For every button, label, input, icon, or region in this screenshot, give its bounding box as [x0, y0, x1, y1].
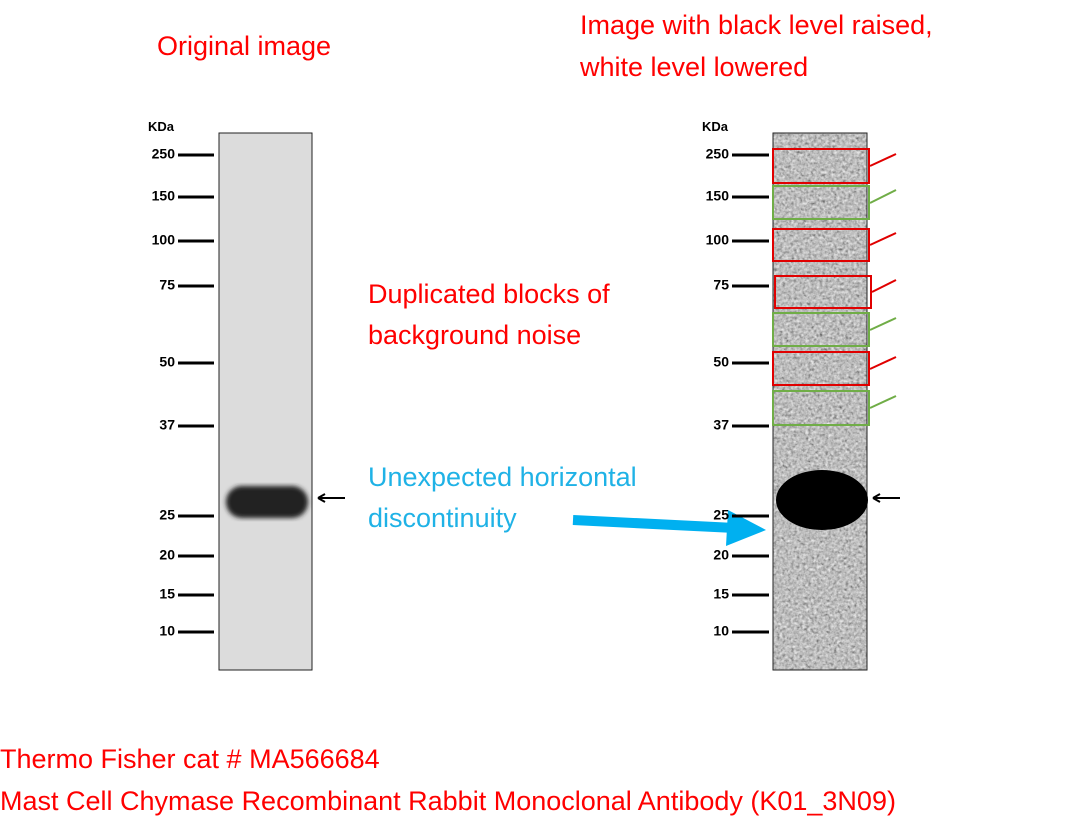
- dup-boxes: [772, 148, 897, 426]
- marker-label: 75: [713, 277, 729, 293]
- marker-label: 100: [152, 232, 176, 248]
- unit-label: KDa: [702, 119, 729, 134]
- arrow: [872, 493, 900, 503]
- marker-label: 150: [706, 188, 730, 204]
- marker-label: 150: [152, 188, 176, 204]
- unit-label: KDa: [148, 119, 175, 134]
- band: [776, 470, 868, 530]
- marker-label: 37: [159, 417, 175, 433]
- marker-label: 250: [706, 146, 730, 162]
- marker-label: 75: [159, 277, 175, 293]
- annotation: background noise: [368, 320, 581, 350]
- right-title: white level lowered: [579, 52, 808, 82]
- marker-label: 37: [713, 417, 729, 433]
- marker-label: 25: [159, 507, 175, 523]
- marker-label: 10: [713, 623, 729, 639]
- band: [226, 486, 308, 518]
- annotation: discontinuity: [368, 503, 517, 533]
- marker-label: 250: [152, 146, 176, 162]
- noise: [773, 133, 867, 670]
- blot-lane: [218, 132, 313, 671]
- marker-label: 20: [713, 547, 729, 563]
- marker-label: 10: [159, 623, 175, 639]
- marker-label: 20: [159, 547, 175, 563]
- blue-arrow: [572, 515, 736, 533]
- left-title: Original image: [157, 31, 331, 61]
- caption: Thermo Fisher cat # MA566684: [0, 744, 380, 774]
- marker-label: 25: [713, 507, 729, 523]
- blue-arrowhead: [726, 510, 766, 546]
- arrow: [317, 493, 345, 503]
- caption: Mast Cell Chymase Recombinant Rabbit Mon…: [0, 786, 896, 816]
- annotation: Duplicated blocks of: [368, 279, 610, 309]
- marker-label: 50: [713, 354, 729, 370]
- right-title: Image with black level raised,: [580, 10, 933, 40]
- annotation: Unexpected horizontal: [368, 462, 637, 492]
- marker-label: 15: [159, 586, 175, 602]
- marker-label: 15: [713, 586, 729, 602]
- marker-label: 100: [706, 232, 730, 248]
- marker-label: 50: [159, 354, 175, 370]
